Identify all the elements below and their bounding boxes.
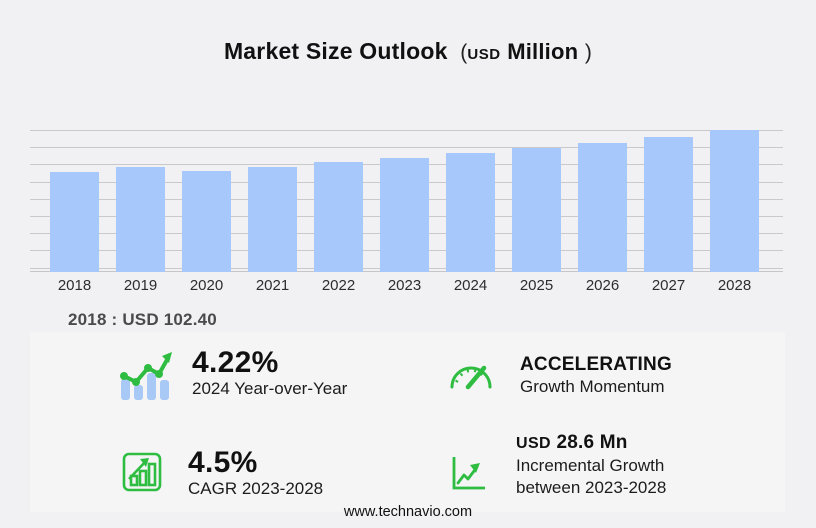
bar-2019	[116, 167, 165, 272]
bar-2026	[578, 143, 627, 272]
stat-momentum-value: ACCELERATING	[520, 354, 672, 375]
x-tick-label-2018: 2018	[57, 277, 92, 294]
stat-incremental-growth: USD 28.6 Mn Incremental Growth between 2…	[450, 432, 666, 499]
x-tick-label-2027: 2027	[651, 277, 686, 294]
x-tick-label-2024: 2024	[453, 277, 488, 294]
bar-2024	[446, 153, 495, 272]
base-year-annotation: 2018 : USD 102.40	[68, 310, 217, 329]
speedometer-icon	[448, 356, 494, 397]
x-tick-label-2028: 2028	[717, 277, 752, 294]
bar-2025	[512, 148, 561, 272]
stat-yoy-value: 4.22%	[192, 346, 279, 379]
bar-2018	[50, 172, 99, 272]
bar-chart: 2018 2019 2020 2021 2022 2023 2024 2025 2026 2027…	[30, 122, 783, 294]
bar-chart-growth-icon	[122, 452, 162, 497]
x-tick-label-2021: 2021	[255, 277, 290, 294]
page-title-main: Market Size Outlook	[223, 38, 448, 64]
gridline	[30, 130, 783, 131]
stat-cagr-label: CAGR 2023-2028	[188, 479, 324, 498]
x-tick-label-2025: 2025	[519, 277, 554, 294]
bar-2022	[314, 162, 363, 272]
stat-incremental-label-line1: Incremental Growth	[516, 456, 665, 475]
title-unit-currency: USD	[467, 46, 501, 63]
x-tick-label-2026: 2026	[585, 277, 620, 294]
stat-incremental-amount: 28.6 Mn	[556, 432, 628, 453]
title-unit: Million	[507, 39, 579, 64]
technavio-link[interactable]: www.technavio.com	[343, 504, 473, 520]
stat-momentum-label: Growth Momentum	[520, 377, 665, 396]
title-close-paren: )	[584, 41, 593, 64]
bar-line-growth-icon	[118, 348, 174, 407]
bar-2023	[380, 158, 429, 272]
stat-yoy: 4.22% 2024 Year-over-Year	[118, 348, 347, 407]
page-title: Market Size Outlook (USD Million )	[0, 38, 816, 65]
title-open-paren: (	[454, 41, 468, 64]
line-growth-axes-icon	[450, 454, 488, 497]
bar-2028	[710, 130, 759, 272]
stat-incremental-label-line2: between 2023-2028	[516, 478, 667, 497]
stat-yoy-label: 2024 Year-over-Year	[192, 379, 348, 398]
footer: www.technavio.com	[0, 503, 816, 521]
stat-cagr: 4.5% CAGR 2023-2028	[122, 448, 323, 500]
bar-2020	[182, 171, 231, 272]
stat-incremental-currency: USD	[516, 435, 551, 452]
stat-cagr-value: 4.5%	[188, 446, 258, 479]
x-tick-label-2020: 2020	[189, 277, 224, 294]
x-tick-label-2019: 2019	[123, 277, 158, 294]
x-tick-label-2023: 2023	[387, 277, 422, 294]
x-tick-label-2022: 2022	[321, 277, 356, 294]
stat-incremental-value: USD 28.6 Mn	[516, 432, 666, 455]
bar-2027	[644, 137, 693, 272]
gridline	[30, 147, 783, 149]
stat-momentum: ACCELERATING Growth Momentum	[448, 354, 672, 398]
bar-2021	[248, 167, 297, 272]
